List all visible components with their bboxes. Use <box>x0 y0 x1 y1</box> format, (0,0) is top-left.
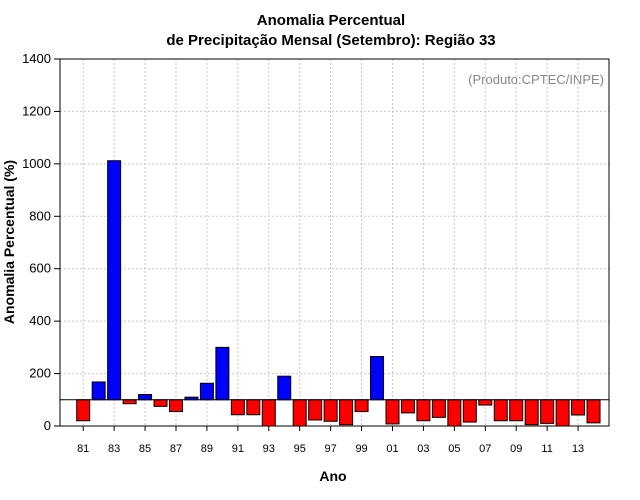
x-axis-label: Ano <box>319 468 346 484</box>
y-tick-label: 0 <box>44 418 51 433</box>
y-tick-label: 1000 <box>22 156 51 171</box>
x-tick-label: 99 <box>355 443 367 455</box>
bar <box>431 399 446 418</box>
bar <box>308 399 323 421</box>
bar <box>354 399 369 413</box>
bar <box>153 399 168 407</box>
y-tick-label: 400 <box>29 313 51 328</box>
bar <box>400 399 415 414</box>
bars <box>76 160 601 427</box>
bar <box>493 399 508 422</box>
x-tick-label: 05 <box>448 443 460 455</box>
bar <box>385 399 400 425</box>
x-tick-label: 83 <box>108 443 120 455</box>
bar <box>571 399 586 416</box>
bar <box>230 399 245 416</box>
x-tick-label: 95 <box>294 443 306 455</box>
bar <box>416 399 431 422</box>
bar <box>292 399 307 427</box>
bar <box>138 394 153 401</box>
x-tick-label: 87 <box>170 443 182 455</box>
y-tick-label: 600 <box>29 261 51 276</box>
y-axis-ticks: 0 200 400 600 800 1000 1200 1400 <box>22 51 60 433</box>
bar <box>524 399 539 426</box>
bar <box>107 160 122 401</box>
x-tick-label: 07 <box>479 443 491 455</box>
y-axis-label: Anomalia Percentual (%) <box>1 160 17 324</box>
bar <box>168 399 183 413</box>
bar <box>555 399 570 427</box>
bar <box>122 399 137 405</box>
x-tick-label: 11 <box>541 443 552 455</box>
credit-label: (Produto:CPTEC/INPE) <box>468 72 604 87</box>
bar <box>277 375 292 401</box>
bar <box>509 399 524 422</box>
x-tick-label: 85 <box>139 443 151 455</box>
bar <box>91 381 106 401</box>
bar <box>76 399 91 422</box>
x-tick-label: 81 <box>77 443 89 455</box>
x-tick-label: 01 <box>386 443 398 455</box>
x-tick-label: 91 <box>232 443 244 455</box>
plot-frame <box>59 58 610 427</box>
bar <box>478 399 493 406</box>
x-axis-ticks: 81 83 85 87 89 91 93 95 97 99 01 03 05 07 09 11 13 <box>77 426 584 455</box>
x-tick-label: 89 <box>201 443 213 455</box>
chart-title: Anomalia Percentual <box>257 12 405 29</box>
y-tick-label: 1400 <box>22 51 51 66</box>
bar <box>462 399 477 423</box>
grid-lines <box>60 58 609 427</box>
x-tick-label: 09 <box>510 443 522 455</box>
bar <box>540 399 555 424</box>
bar <box>586 399 601 424</box>
bar <box>261 399 276 427</box>
x-tick-label: 93 <box>263 443 275 455</box>
bar <box>199 382 214 401</box>
bar <box>370 356 385 401</box>
bar <box>246 399 261 416</box>
y-tick-label: 1200 <box>22 103 51 118</box>
bar <box>447 399 462 427</box>
bar <box>323 399 338 422</box>
x-tick-label: 13 <box>572 443 584 455</box>
bar <box>215 346 230 401</box>
chart-subtitle: de Precipitação Mensal (Setembro): Regiã… <box>166 32 495 49</box>
y-tick-label: 800 <box>29 208 51 223</box>
x-tick-label: 03 <box>417 443 429 455</box>
y-tick-label: 200 <box>29 366 51 381</box>
bar <box>339 399 354 426</box>
x-tick-label: 97 <box>325 443 337 455</box>
